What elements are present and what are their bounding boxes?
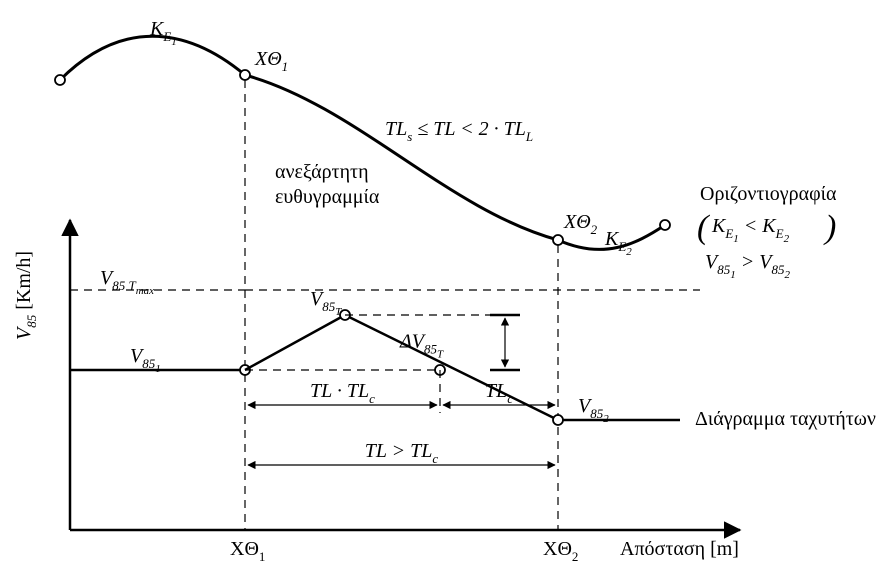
svg-text:): ) <box>823 209 836 246</box>
svg-text:ΔV85T: ΔV85T <box>399 331 444 361</box>
svg-text:Απόσταση [m]: Απόσταση [m] <box>620 538 739 560</box>
dim-row-1: TL · TLc TLc <box>248 370 555 413</box>
svg-text:TL > TLc: TL > TLc <box>365 440 439 466</box>
axes: V85 [Km/h] Απόσταση [m] ΧΘ1 ΧΘ2 <box>13 220 740 564</box>
v85-1-segment: V851 <box>70 345 250 375</box>
svg-text:V85 [Km/h]: V85 [Km/h] <box>13 251 39 340</box>
svg-text:KE1 < KE2: KE1 < KE2 <box>711 215 790 245</box>
svg-text:ΧΘ2: ΧΘ2 <box>563 211 598 237</box>
svg-text:(: ( <box>697 209 711 246</box>
svg-text:KE1: KE1 <box>149 18 177 48</box>
svg-text:TL · TLc: TL · TLc <box>310 380 375 406</box>
svg-text:V851 > V852: V851 > V852 <box>705 251 790 281</box>
dim-row-2: TL > TLc <box>248 440 555 466</box>
right-annotations: Οριζοντιογραφία ( KE1 < KE2 ) V851 > V85… <box>695 183 876 430</box>
v85tmax-line: V85 Tmax <box>70 267 700 297</box>
svg-text:ανεξάρτητη: ανεξάρτητη <box>275 161 369 183</box>
svg-text:V85 Tmax: V85 Tmax <box>100 267 154 297</box>
vertical-guides <box>245 80 558 530</box>
svg-text:ΧΘ2: ΧΘ2 <box>543 538 578 564</box>
v85-2-segment: V852 <box>553 395 680 425</box>
svg-text:Διάγραμμα ταχυτήτων: Διάγραμμα ταχυτήτων <box>695 408 876 430</box>
engineering-speed-diagram: KE1 KE2 ΧΘ1 ΧΘ2 TLs ≤ TL < 2 · TLL ανεξά… <box>0 0 879 573</box>
svg-text:V85T: V85T <box>310 288 342 318</box>
svg-text:ευθυγραμμία: ευθυγραμμία <box>275 186 380 208</box>
svg-text:TLs ≤ TL < 2 · TLL: TLs ≤ TL < 2 · TLL <box>385 118 533 144</box>
plan-curve: KE1 KE2 ΧΘ1 ΧΘ2 TLs ≤ TL < 2 · TLL ανεξά… <box>55 18 670 258</box>
svg-text:TLc: TLc <box>485 380 513 406</box>
svg-text:ΧΘ1: ΧΘ1 <box>254 48 288 74</box>
svg-text:ΧΘ1: ΧΘ1 <box>230 538 265 564</box>
svg-text:Οριζοντιογραφία: Οριζοντιογραφία <box>700 183 837 205</box>
